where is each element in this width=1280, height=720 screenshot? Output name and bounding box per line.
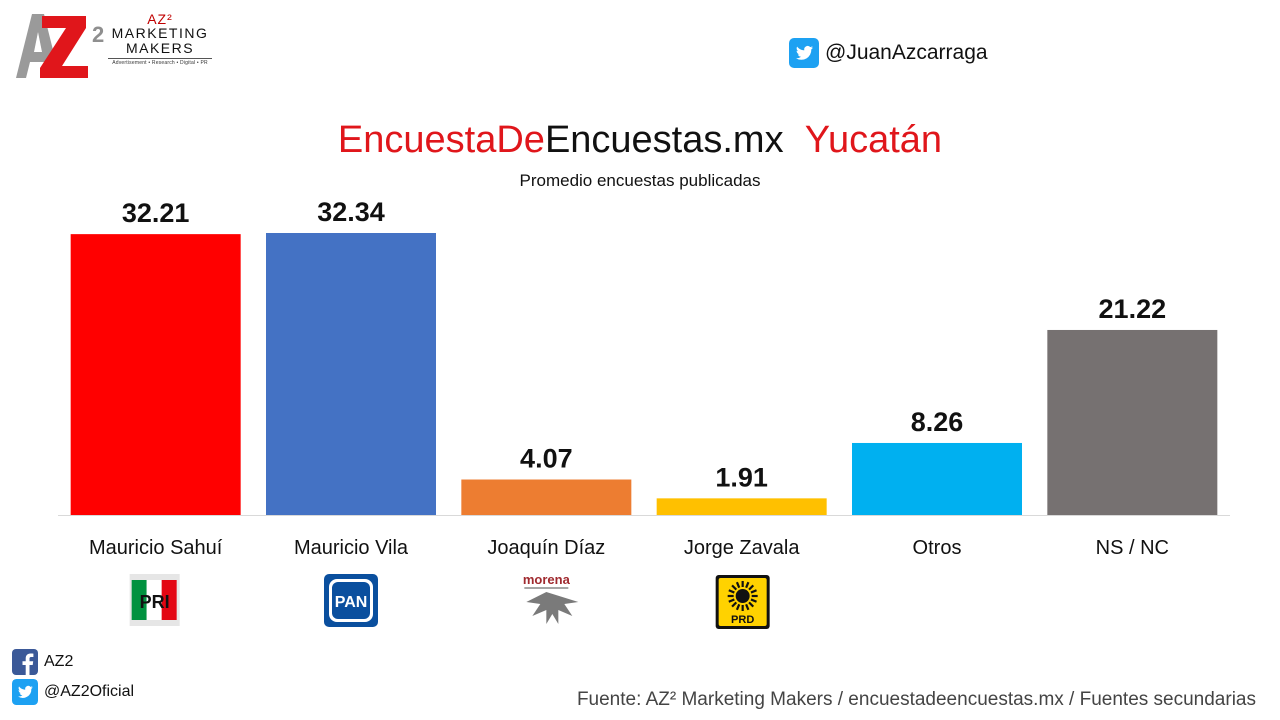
bar (656, 498, 827, 515)
facebook-text: AZ2 (44, 653, 74, 670)
bar (1047, 329, 1218, 515)
facebook-link[interactable]: AZ2 (12, 647, 134, 677)
chart-title: EncuestaDeEncuestas.mx Yucatán (0, 118, 1280, 162)
bar (70, 234, 241, 515)
category-label: NS / NC (1096, 537, 1169, 559)
data-label: 32.34 (317, 197, 385, 227)
svg-text:PRI: PRI (140, 592, 170, 612)
brand-line1: MARKETING (111, 25, 209, 41)
svg-text:PRD: PRD (731, 614, 754, 626)
title-part2: Encuestas.mx (544, 119, 784, 161)
bar (461, 479, 632, 515)
svg-text:morena: morena (523, 572, 571, 587)
bar (266, 233, 436, 515)
category-label: Otros (913, 537, 962, 559)
data-label: 8.26 (911, 407, 964, 437)
social-links: AZ2 @AZ2Oficial (12, 647, 134, 707)
category-label: Jorge Zavala (684, 537, 800, 559)
facebook-icon (12, 649, 38, 675)
svg-text:PAN: PAN (335, 594, 368, 611)
twitter-handle-text: @JuanAzcarraga (825, 41, 988, 64)
title-part1: EncuestaDe (337, 119, 545, 161)
brand-az: AZ² (147, 11, 173, 27)
category-label: Mauricio Sahuí (89, 537, 223, 559)
title-part3: Yucatán (804, 119, 943, 161)
az2-logo-mark: 2 (16, 14, 104, 78)
brand-tagline: Advertisement • Research • Digital • PR (108, 58, 212, 66)
category-label: Mauricio Vila (294, 537, 409, 559)
twitter-icon (789, 38, 819, 68)
brand-line2: MAKERS (125, 40, 195, 56)
data-label: 1.91 (715, 462, 768, 492)
prd-logo-icon: PRD (715, 575, 770, 629)
twitter-handle-top[interactable]: @JuanAzcarraga (789, 38, 988, 68)
category-label: Joaquín Díaz (487, 537, 605, 559)
svg-text:2: 2 (92, 22, 104, 47)
bar (852, 442, 1022, 515)
source-note: Fuente: AZ² Marketing Makers / encuestad… (576, 689, 1256, 710)
data-label: 4.07 (520, 444, 573, 474)
pan-logo-icon: PAN (324, 574, 378, 627)
pri-logo-icon: PRI (129, 574, 180, 626)
twitter-icon (12, 679, 38, 705)
data-label: 21.22 (1099, 294, 1167, 324)
brand-logo: 2 AZ² MARKETING MAKERS Advertisement • R… (12, 8, 212, 82)
chart-subtitle: Promedio encuestas publicadas (519, 171, 761, 190)
data-label: 32.21 (122, 198, 190, 228)
morena-logo-icon: morena (523, 572, 579, 624)
twitter-link[interactable]: @AZ2Oficial (12, 677, 134, 707)
twitter-text: @AZ2Oficial (44, 683, 135, 700)
